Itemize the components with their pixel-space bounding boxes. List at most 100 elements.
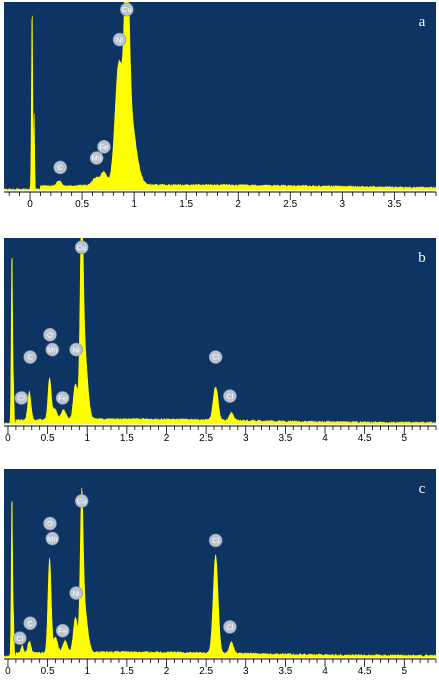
- element-marker: Cl: [208, 350, 223, 364]
- element-marker: Cl: [223, 620, 237, 634]
- eds-spectrum-chart-b: 0 0.5 1 1.5 2 2.5 3 3.5 4 4.5 5 Cu O Mn Ni C Fe Cl Cl Cl b: [3, 237, 437, 444]
- x-tick-label: 3: [243, 666, 249, 677]
- element-marker: Cu: [74, 494, 89, 508]
- x-tick-label: 1: [131, 199, 137, 210]
- x-tick-label: 3.5: [278, 666, 292, 677]
- element-marker: Fe: [55, 623, 70, 638]
- element-label: C: [58, 163, 64, 172]
- element-marker-circle: [14, 391, 29, 405]
- element-label: Cl: [212, 353, 219, 362]
- element-label: Mn: [91, 154, 101, 163]
- x-tick-label: 1.5: [120, 666, 134, 677]
- element-marker: Mn: [89, 151, 104, 165]
- x-tick-label: 2: [164, 433, 170, 444]
- x-tick-label: 0: [5, 666, 11, 677]
- spectrum-panel-b: 0 0.5 1 1.5 2 2.5 3 3.5 4 4.5 5 Cu O Mn Ni C Fe Cl Cl Cl b: [0, 236, 439, 454]
- plot-area: [4, 2, 436, 190]
- element-marker-circle: [112, 32, 127, 47]
- element-marker: Ni: [69, 342, 83, 357]
- element-marker: O: [43, 516, 57, 531]
- element-marker: Cl: [13, 631, 27, 645]
- element-marker-circle: [23, 616, 37, 630]
- element-marker-circle: [69, 342, 83, 357]
- element-label: C: [27, 619, 33, 628]
- element-label: Cu: [122, 5, 132, 14]
- x-tick-label: 1.5: [179, 199, 193, 210]
- x-tick-label: 3.5: [387, 199, 401, 210]
- element-marker: Mn: [45, 531, 60, 546]
- eds-spectrum-chart-c: 0 0.5 1 1.5 2 2.5 3 3.5 4 4.5 5 Cu O Mn Ni C Fe Cl Cl Cl c: [3, 469, 437, 677]
- x-tick-label: 3: [243, 433, 249, 444]
- element-marker: O: [43, 327, 57, 342]
- element-label: Fe: [58, 394, 67, 403]
- element-marker: Cl: [14, 391, 29, 405]
- element-marker: Ni: [69, 586, 83, 600]
- element-label: Ni: [73, 345, 80, 354]
- element-marker-circle: [208, 350, 223, 364]
- x-tick-label: 2: [235, 199, 241, 210]
- element-label: Ni: [116, 35, 123, 44]
- element-marker-circle: [120, 2, 134, 17]
- spectrum-trace: [3, 1, 437, 191]
- x-tick-label: 3.5: [278, 433, 292, 444]
- x-tick-label: 2.5: [283, 199, 297, 210]
- element-label: Cu: [77, 497, 87, 506]
- element-marker: C: [23, 350, 37, 364]
- panel-label: c: [419, 481, 426, 497]
- element-marker-circle: [45, 342, 60, 357]
- element-label: Cl: [16, 634, 23, 643]
- x-tick-label: 4: [322, 666, 328, 677]
- x-tick-label: 0.5: [41, 433, 55, 444]
- x-tick-label: 5: [402, 433, 408, 444]
- element-marker-circle: [55, 391, 70, 405]
- element-marker-circle: [53, 160, 68, 175]
- element-label: Fe: [58, 626, 67, 635]
- element-marker: Cl: [208, 533, 223, 548]
- element-marker-circle: [74, 494, 89, 508]
- element-label: Cu: [77, 243, 87, 252]
- spectrum-trace: [3, 487, 437, 658]
- element-marker: C: [23, 616, 37, 630]
- x-tick-label: 0.5: [41, 666, 55, 677]
- element-marker-circle: [13, 631, 27, 645]
- element-label: Mn: [47, 534, 57, 543]
- element-marker: Cu: [74, 240, 89, 255]
- element-marker: Ni: [112, 32, 127, 47]
- x-tick-label: 1.5: [120, 433, 134, 444]
- element-label: O: [47, 330, 53, 339]
- x-tick-label: 0: [27, 199, 33, 210]
- element-marker-circle: [89, 151, 104, 165]
- element-marker: Cl: [223, 389, 237, 403]
- element-label: Cl: [226, 623, 233, 632]
- x-tick-label: 2.5: [199, 433, 213, 444]
- element-marker: Fe: [97, 139, 111, 154]
- element-marker-circle: [43, 327, 57, 342]
- element-marker-circle: [223, 620, 237, 634]
- x-tick-label: 1: [84, 433, 90, 444]
- element-marker-circle: [69, 586, 83, 600]
- element-label: Cl: [212, 536, 219, 545]
- x-tick-label: 0: [5, 433, 11, 444]
- eds-spectrum-chart-a: 0 0.5 1 1.5 2 2.5 3 3.5 Cu Ni Fe Mn Ca: [3, 1, 437, 210]
- element-marker-circle: [208, 533, 223, 548]
- spectrum-trace: [3, 237, 437, 425]
- element-marker: Mn: [45, 342, 60, 357]
- x-tick-label: 2: [164, 666, 170, 677]
- element-label: C: [27, 353, 33, 362]
- x-tick-label: 1: [84, 666, 90, 677]
- x-tick-label: 4: [322, 433, 328, 444]
- x-tick-label: 0.5: [75, 199, 89, 210]
- element-marker-circle: [74, 240, 89, 255]
- x-tick-label: 2.5: [199, 666, 213, 677]
- element-marker: Fe: [55, 391, 70, 405]
- element-label: Cl: [18, 394, 25, 403]
- element-marker-circle: [55, 623, 70, 638]
- element-marker: C: [53, 160, 68, 175]
- panel-label: b: [418, 250, 426, 266]
- element-marker-circle: [223, 389, 237, 403]
- element-marker: Cu: [120, 2, 134, 17]
- x-tick-label: 4.5: [358, 666, 372, 677]
- element-marker-circle: [45, 531, 60, 546]
- element-label: Fe: [100, 142, 109, 151]
